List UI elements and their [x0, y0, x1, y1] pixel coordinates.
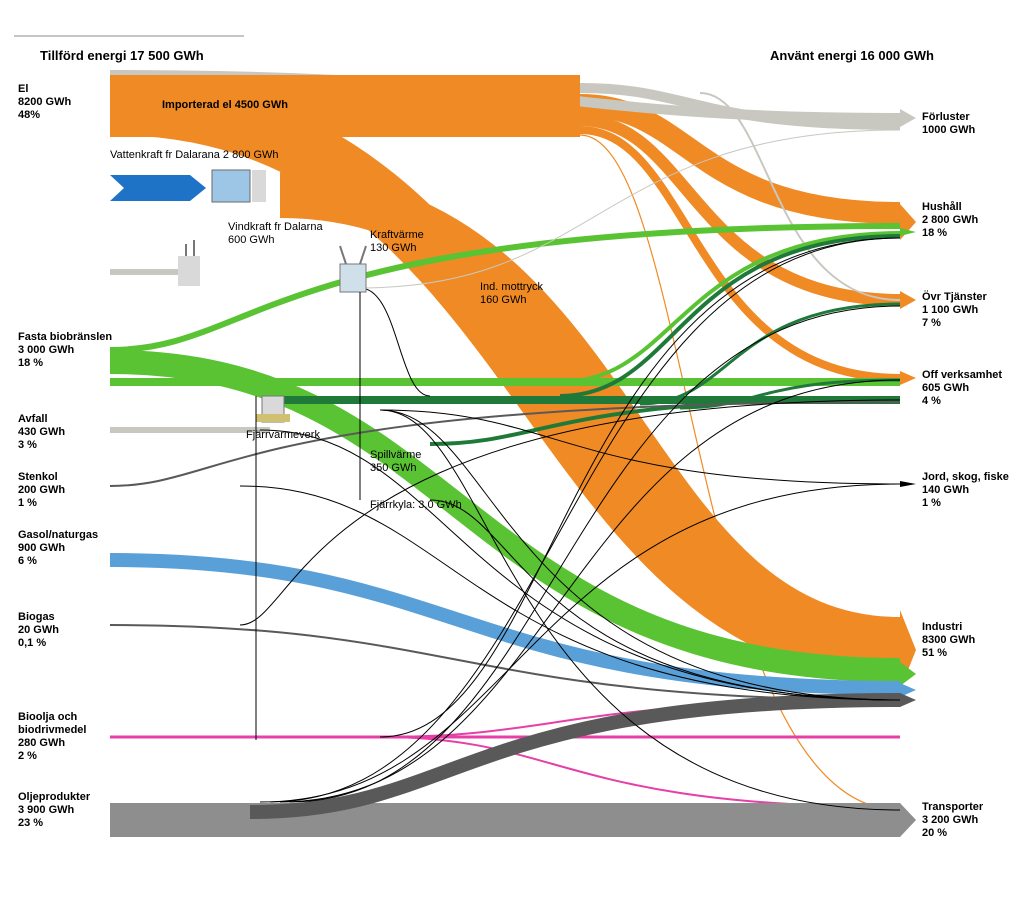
- left-node-sten: Stenkol200 GWh1 %: [18, 471, 65, 509]
- hydro-icon: [212, 170, 250, 202]
- svg-text:El: El: [18, 83, 28, 95]
- svg-text:8300 GWh: 8300 GWh: [922, 634, 975, 646]
- mid-label-spill: Spillvärme350 GWh: [370, 449, 421, 474]
- svg-text:2 %: 2 %: [18, 750, 37, 762]
- svg-text:Spillvärme: Spillvärme: [370, 449, 421, 461]
- svg-text:3 %: 3 %: [18, 439, 37, 451]
- svg-text:Biogas: Biogas: [18, 611, 55, 623]
- mid-label-vind: Vindkraft fr Dalarna600 GWh: [228, 221, 323, 246]
- svg-text:Vindkraft fr Dalarna: Vindkraft fr Dalarna: [228, 221, 323, 233]
- svg-text:Transporter: Transporter: [922, 801, 984, 813]
- svg-text:Fasta biobränslen: Fasta biobränslen: [18, 331, 112, 343]
- left-node-gas: Gasol/naturgas900 GWh6 %: [18, 529, 98, 567]
- svg-text:18 %: 18 %: [922, 227, 947, 239]
- svg-text:3 900 GWh: 3 900 GWh: [18, 804, 75, 816]
- svg-text:3 200 GWh: 3 200 GWh: [922, 814, 979, 826]
- left-node-biog: Biogas20 GWh0,1 %: [18, 611, 59, 649]
- wind-icon: [178, 256, 200, 286]
- svg-text:1 %: 1 %: [18, 497, 37, 509]
- svg-text:430 GWh: 430 GWh: [18, 426, 65, 438]
- energy-sankey-diagram: Tillförd energi 17 500 GWh Använt energi …: [0, 0, 1034, 900]
- svg-text:23 %: 23 %: [18, 817, 43, 829]
- mid-label-fjk: Fjärrkyla: 3,0 GWh: [370, 499, 462, 511]
- svg-text:2 800 GWh: 2 800 GWh: [922, 214, 979, 226]
- arrowhead: [900, 803, 916, 837]
- svg-text:1 100 GWh: 1 100 GWh: [922, 304, 979, 316]
- svg-text:Kraftvärme: Kraftvärme: [370, 229, 424, 241]
- arrowhead: [900, 693, 916, 707]
- right-node-jord: Jord, skog, fiske140 GWh1 %: [922, 471, 1009, 509]
- svg-text:200 GWh: 200 GWh: [18, 484, 65, 496]
- mid-label-kv: Kraftvärme130 GWh: [370, 229, 424, 254]
- right-node-tra: Transporter3 200 GWh20 %: [922, 801, 984, 839]
- svg-text:0,1 %: 0,1 %: [18, 637, 46, 649]
- svg-text:1000 GWh: 1000 GWh: [922, 124, 975, 136]
- mid-label-imp: Importerad el 4500 GWh: [162, 99, 288, 111]
- svg-text:biodrivmedel: biodrivmedel: [18, 724, 86, 736]
- svg-text:Jord, skog, fiske: Jord, skog, fiske: [922, 471, 1009, 483]
- svg-text:18 %: 18 %: [18, 357, 43, 369]
- svg-text:8200 GWh: 8200 GWh: [18, 96, 71, 108]
- svg-text:Stenkol: Stenkol: [18, 471, 58, 483]
- right-node-hus: Hushåll2 800 GWh18 %: [922, 201, 979, 239]
- left-node-avf: Avfall430 GWh3 %: [18, 413, 65, 451]
- hydro-icon-2: [252, 170, 266, 202]
- svg-text:Fjärrkyla: 3,0 GWh: Fjärrkyla: 3,0 GWh: [370, 499, 462, 511]
- left-node-el: El8200 GWh48%: [18, 83, 71, 121]
- mid-label-fjr: Fjärrvärmeverk: [246, 429, 320, 441]
- right-node-ind: Industri8300 GWh51 %: [922, 621, 975, 659]
- mid-label-vatt: Vattenkraft fr Dalarana 2 800 GWh: [110, 149, 279, 161]
- arrowhead: [900, 291, 916, 309]
- svg-text:350 GWh: 350 GWh: [370, 462, 416, 474]
- svg-text:20 %: 20 %: [922, 827, 947, 839]
- vattenkraft-arrow: [110, 175, 206, 201]
- svg-text:280 GWh: 280 GWh: [18, 737, 65, 749]
- svg-text:Tillförd energi 17 500 GWh: Tillförd energi 17 500 GWh: [40, 48, 204, 63]
- svg-text:600 GWh: 600 GWh: [228, 234, 274, 246]
- svg-text:Off verksamhet: Off verksamhet: [922, 369, 1002, 381]
- svg-text:1 %: 1 %: [922, 497, 941, 509]
- svg-text:4 %: 4 %: [922, 395, 941, 407]
- right-node-ovr: Övr Tjänster1 100 GWh7 %: [922, 290, 988, 329]
- right-node-forl: Förluster1000 GWh: [922, 111, 975, 136]
- svg-text:Industri: Industri: [922, 621, 962, 633]
- svg-text:Vattenkraft fr Dalarana 2 800: Vattenkraft fr Dalarana 2 800 GWh: [110, 149, 279, 161]
- svg-text:140 GWh: 140 GWh: [922, 484, 969, 496]
- arrowhead: [900, 481, 916, 487]
- svg-text:51 %: 51 %: [922, 647, 947, 659]
- svg-text:Gasol/naturgas: Gasol/naturgas: [18, 529, 98, 541]
- svg-text:900 GWh: 900 GWh: [18, 542, 65, 554]
- right-node-off: Off verksamhet605 GWh4 %: [922, 369, 1002, 407]
- svg-text:Avfall: Avfall: [18, 413, 48, 425]
- svg-text:3 000 GWh: 3 000 GWh: [18, 344, 75, 356]
- svg-text:Importerad el 4500 GWh: Importerad el 4500 GWh: [162, 99, 288, 111]
- chp-icon: [340, 264, 366, 292]
- svg-text:20 GWh: 20 GWh: [18, 624, 59, 636]
- arrowhead: [900, 109, 916, 127]
- svg-text:Övr Tjänster: Övr Tjänster: [922, 290, 988, 303]
- svg-text:Hushåll: Hushåll: [922, 201, 962, 213]
- svg-text:605 GWh: 605 GWh: [922, 382, 969, 394]
- svg-text:Oljeprodukter: Oljeprodukter: [18, 791, 91, 803]
- svg-text:7 %: 7 %: [922, 317, 941, 329]
- svg-text:Ind. mottryck: Ind. mottryck: [480, 281, 543, 293]
- flow: [110, 402, 900, 486]
- svg-text:130 GWh: 130 GWh: [370, 242, 416, 254]
- svg-text:48%: 48%: [18, 109, 40, 121]
- svg-text:6 %: 6 %: [18, 555, 37, 567]
- svg-text:160 GWh: 160 GWh: [480, 294, 526, 306]
- flow: [430, 398, 900, 444]
- left-node-bio: Fasta biobränslen3 000 GWh18 %: [18, 331, 112, 369]
- svg-text:Använt energi 16 000 GWh: Använt energi 16 000 GWh: [770, 48, 934, 63]
- svg-text:Fjärrvärmeverk: Fjärrvärmeverk: [246, 429, 320, 441]
- left-node-bod: Bioolja ochbiodrivmedel280 GWh2 %: [18, 711, 86, 762]
- left-node-olj: Oljeprodukter3 900 GWh23 %: [18, 791, 91, 829]
- fjarr-icon-base: [256, 414, 290, 422]
- svg-text:Förluster: Förluster: [922, 111, 970, 123]
- flow: [250, 700, 900, 812]
- flow: [580, 130, 900, 378]
- svg-text:Bioolja och: Bioolja och: [18, 711, 78, 723]
- arrowhead: [900, 371, 916, 385]
